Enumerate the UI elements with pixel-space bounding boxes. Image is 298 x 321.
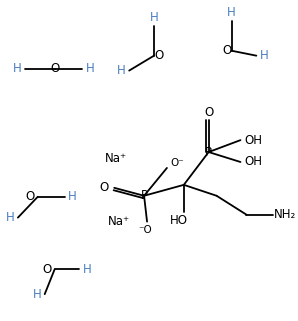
- Text: ⁻O: ⁻O: [138, 225, 152, 235]
- Text: H: H: [68, 190, 77, 203]
- Text: NH₂: NH₂: [274, 208, 296, 221]
- Text: Na⁺: Na⁺: [108, 215, 130, 228]
- Text: O: O: [222, 44, 231, 57]
- Text: O: O: [50, 62, 59, 75]
- Text: O: O: [42, 263, 51, 276]
- Text: H: H: [83, 263, 92, 276]
- Text: OH: OH: [244, 134, 262, 147]
- Text: O: O: [100, 181, 109, 194]
- Text: HO: HO: [170, 214, 188, 227]
- Text: O⁻: O⁻: [170, 158, 184, 168]
- Text: H: H: [227, 6, 236, 20]
- Text: H: H: [13, 62, 21, 75]
- Text: O: O: [25, 190, 35, 203]
- Text: H: H: [117, 64, 125, 77]
- Text: P: P: [205, 145, 212, 159]
- Text: H: H: [150, 12, 158, 24]
- Text: H: H: [260, 49, 269, 62]
- Text: OH: OH: [244, 155, 262, 169]
- Text: P: P: [141, 189, 148, 202]
- Text: O: O: [204, 106, 213, 119]
- Text: O: O: [154, 49, 164, 62]
- Text: Na⁺: Na⁺: [105, 152, 127, 165]
- Text: H: H: [6, 211, 14, 224]
- Text: H: H: [32, 288, 41, 301]
- Text: H: H: [86, 62, 95, 75]
